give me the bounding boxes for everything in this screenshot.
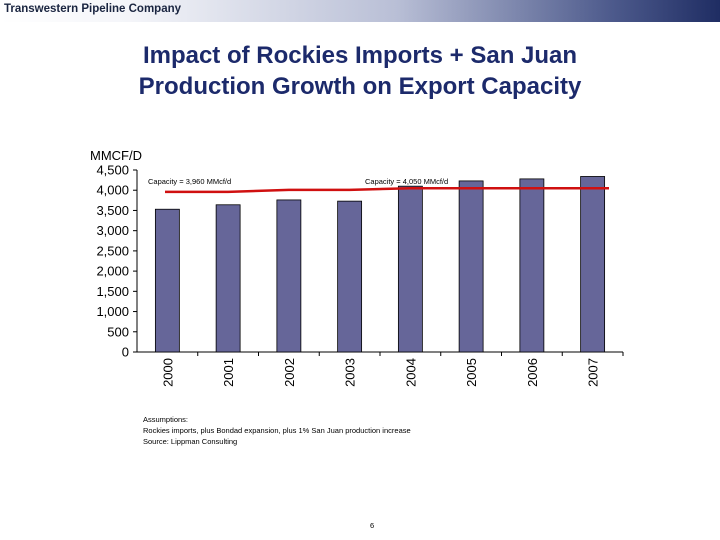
bar	[154, 208, 180, 353]
notes-line-2: Rockies imports, plus Bondad expansion, …	[143, 426, 411, 435]
bar	[215, 204, 241, 353]
y-tick-label: 3,500	[96, 203, 129, 218]
bar	[337, 200, 363, 353]
company-name: Transwestern Pipeline Company	[4, 3, 182, 15]
y-tick-label: 500	[107, 324, 129, 339]
x-tick-label: 2007	[586, 358, 601, 387]
y-tick-label: 0	[122, 345, 129, 360]
y-axis-unit-label: MMCF/D	[90, 148, 142, 163]
y-tick-label: 2,500	[96, 243, 129, 258]
capacity-line	[165, 186, 609, 194]
x-tick-label: 2001	[221, 358, 236, 387]
slide-title-line-1: Impact of Rockies Imports + San Juan	[142, 42, 578, 69]
capacity-annotation-1: Capacity = 3,960 MMcf/d	[148, 177, 231, 186]
x-tick-label: 2005	[464, 358, 479, 387]
bar	[458, 180, 484, 353]
bar	[580, 176, 606, 353]
bar	[276, 199, 302, 353]
y-tick-label: 1,000	[96, 304, 129, 319]
y-tick-label: 4,500	[96, 163, 129, 178]
assumptions-notes: Assumptions: Rockies imports, plus Bonda…	[143, 414, 411, 447]
y-tick-label: 3,000	[96, 223, 129, 238]
capacity-annotation-2: Capacity = 4,050 MMcf/d	[365, 177, 448, 186]
y-tick-label: 1,500	[96, 284, 129, 299]
slide-title-line-2: Production Growth on Export Capacity	[138, 73, 582, 100]
page-number: 6	[370, 521, 375, 530]
slide-title: Impact of Rockies Imports + San Juan Pro…	[60, 40, 660, 102]
notes-line-3: Source: Lippman Consulting	[143, 437, 238, 446]
x-tick-label: 2003	[343, 358, 358, 387]
bar	[397, 185, 423, 353]
x-tick-label: 2002	[282, 358, 297, 387]
x-tick-label: 2006	[525, 358, 540, 387]
y-tick-label: 4,000	[96, 183, 129, 198]
bar	[519, 178, 545, 353]
notes-line-1: Assumptions:	[143, 415, 189, 424]
y-tick-label: 2,000	[96, 264, 129, 279]
x-tick-label: 2004	[403, 358, 418, 387]
x-tick-label: 2000	[160, 358, 175, 387]
header-bar: Transwestern Pipeline Company	[0, 0, 720, 22]
